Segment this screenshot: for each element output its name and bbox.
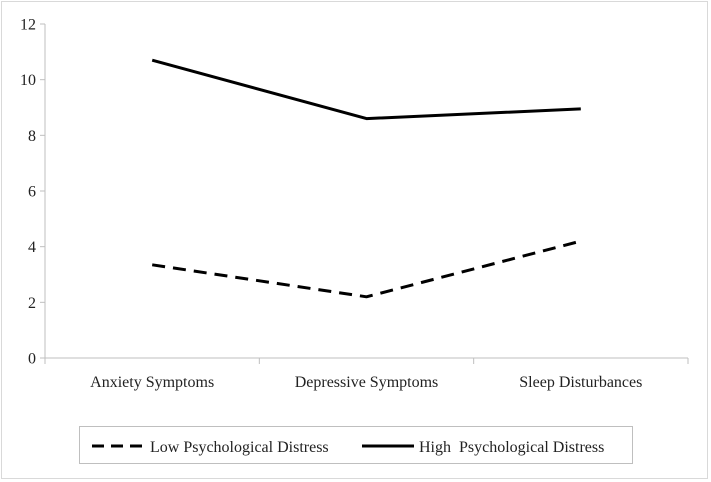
y-axis-ticks: 0 2 4 6 8 10 12 bbox=[20, 17, 45, 368]
x-tick-label: Sleep Disturbances bbox=[519, 374, 642, 391]
x-tick-label: Depressive Symptoms bbox=[295, 374, 439, 391]
legend: Low Psychological Distress High Psycholog… bbox=[92, 439, 604, 456]
legend-label-high: High Psychological Distress bbox=[419, 439, 604, 456]
legend-label-low: Low Psychological Distress bbox=[150, 439, 329, 456]
y-tick-label: 2 bbox=[28, 295, 36, 312]
y-tick-label: 6 bbox=[28, 184, 36, 201]
series-group bbox=[151, 58, 582, 299]
y-tick-label: 4 bbox=[28, 239, 36, 256]
legend-box bbox=[79, 426, 633, 464]
series-line-low bbox=[151, 239, 582, 299]
axes bbox=[44, 24, 688, 359]
series-line-high bbox=[151, 58, 581, 121]
y-tick-label: 8 bbox=[28, 128, 36, 145]
y-tick-label: 0 bbox=[28, 351, 36, 368]
x-axis-ticks: Anxiety Symptoms Depressive Symptoms Sleep… bbox=[44, 358, 689, 391]
x-tick-label: Anxiety Symptoms bbox=[90, 374, 214, 391]
y-tick-label: 10 bbox=[20, 72, 36, 89]
y-tick-label: 12 bbox=[20, 17, 36, 34]
